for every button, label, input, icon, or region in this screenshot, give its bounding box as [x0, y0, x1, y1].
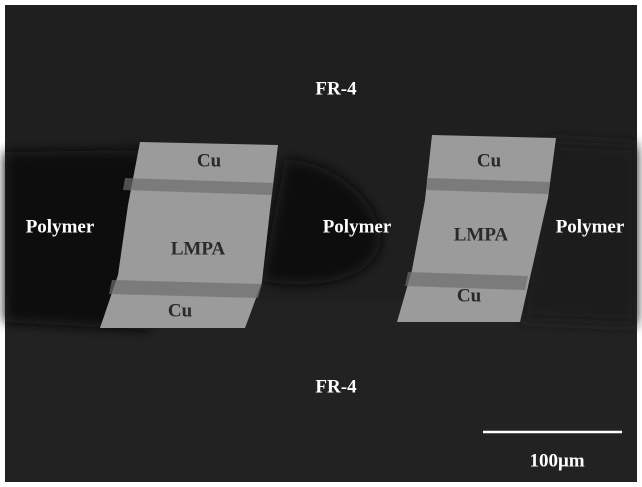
polymer-label: Polymer: [323, 216, 392, 237]
fr4-bottom-label: FR-4: [315, 376, 357, 397]
fr4-top-label: FR-4: [315, 78, 357, 99]
scale-bar-label: 100μm: [529, 450, 584, 471]
lmpa-label: LMPA: [454, 224, 509, 245]
micrograph: FR-4 FR-4 Polymer Polymer Polymer Cu LMP…: [0, 0, 642, 487]
polymer-label: Polymer: [556, 216, 625, 237]
cu-label: Cu: [168, 300, 193, 321]
cu-label: Cu: [477, 150, 502, 171]
lmpa-label: LMPA: [171, 238, 226, 259]
cu-label: Cu: [197, 150, 222, 171]
polymer-label: Polymer: [26, 216, 95, 237]
cu-label: Cu: [457, 285, 482, 306]
